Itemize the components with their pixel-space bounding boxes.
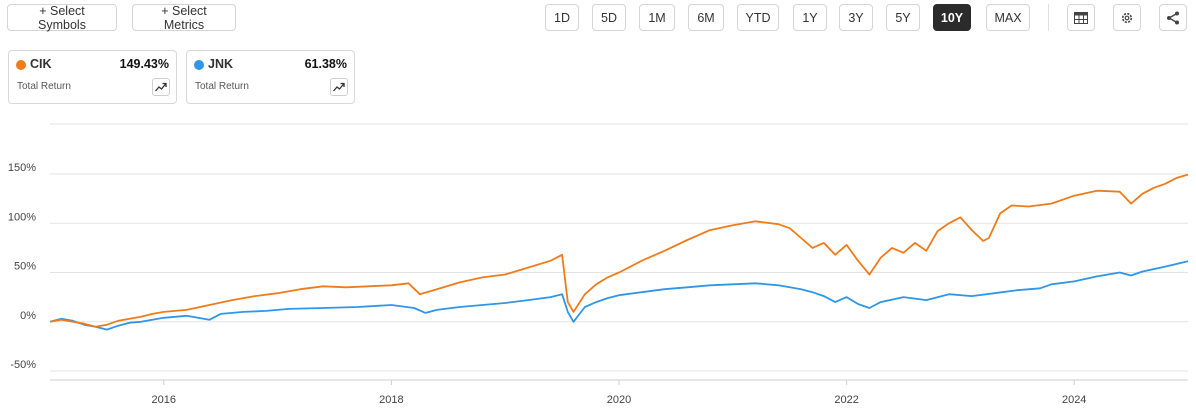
range-button-6m[interactable]: 6M — [688, 4, 724, 31]
total-return-value: 61.38% — [304, 57, 347, 71]
settings-button[interactable] — [1113, 4, 1141, 31]
range-button-5d[interactable]: 5D — [592, 4, 626, 31]
x-tick-label: 2016 — [152, 394, 176, 406]
range-button-1y[interactable]: 1Y — [793, 4, 827, 31]
range-button-ytd[interactable]: YTD — [737, 4, 779, 31]
y-tick-label: 50% — [14, 261, 36, 273]
chart-series — [49, 173, 1189, 331]
range-button-5y[interactable]: 5Y — [886, 4, 920, 31]
total-return-value: 149.43% — [119, 57, 169, 71]
select-metrics-button[interactable]: + Select Metrics — [132, 4, 236, 32]
metric-label: Total Return — [17, 81, 71, 92]
share-icon — [1167, 11, 1179, 24]
series-line-cik — [49, 173, 1189, 328]
metric-label: Total Return — [195, 81, 249, 92]
y-tick-label: 150% — [8, 162, 36, 174]
trend-toggle-button[interactable] — [152, 78, 170, 96]
y-tick-label: 100% — [8, 211, 36, 223]
y-axis: -50% 0% 50% 100% 150% — [8, 162, 36, 371]
trend-toggle-button[interactable] — [330, 78, 348, 96]
x-tick-label: 2024 — [1062, 394, 1086, 406]
range-button-1m[interactable]: 1M — [639, 4, 675, 31]
gear-icon — [1121, 12, 1133, 23]
range-button-3y[interactable]: 3Y — [839, 4, 873, 31]
y-tick-label: -50% — [10, 359, 36, 371]
trend-up-icon — [155, 82, 167, 92]
x-tick-label: 2018 — [379, 394, 403, 406]
series-line-jnk — [49, 260, 1189, 331]
toolbar: + Select Symbols + Select Metrics 1D 5D … — [0, 0, 1196, 36]
symbol-card-cik[interactable]: CIK 149.43% Total Return — [8, 50, 177, 104]
series-color-dot — [194, 60, 204, 70]
symbol-label: CIK — [30, 57, 52, 71]
toolbar-divider — [1048, 4, 1049, 31]
trend-up-icon — [333, 82, 345, 92]
select-symbols-button[interactable]: + Select Symbols — [7, 4, 117, 32]
table-view-button[interactable] — [1067, 4, 1095, 31]
x-tick-label: 2020 — [607, 394, 631, 406]
range-button-max[interactable]: MAX — [986, 4, 1030, 31]
y-tick-label: 0% — [20, 310, 36, 322]
range-button-10y[interactable]: 10Y — [933, 4, 971, 31]
table-icon — [1074, 11, 1088, 24]
symbol-card-jnk[interactable]: JNK 61.38% Total Return — [186, 50, 355, 104]
range-button-1d[interactable]: 1D — [545, 4, 579, 31]
series-color-dot — [16, 60, 26, 70]
x-axis: 2016 2018 2020 2022 2024 — [50, 379, 1188, 406]
symbol-label: JNK — [208, 57, 234, 71]
chart-grid — [50, 123, 1188, 372]
x-tick-label: 2022 — [834, 394, 858, 406]
share-button[interactable] — [1159, 4, 1187, 31]
